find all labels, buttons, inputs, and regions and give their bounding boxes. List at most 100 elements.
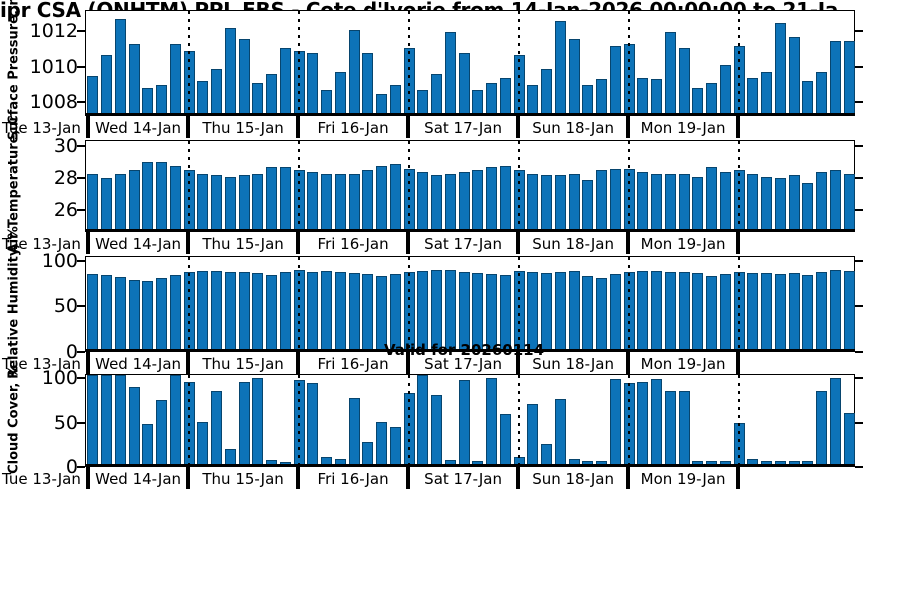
bar — [101, 54, 113, 113]
subplot-surface-pressure — [85, 10, 855, 116]
bar — [197, 422, 209, 464]
bar — [486, 167, 498, 229]
x-tick-mark — [736, 352, 741, 374]
x-tick-label-day: Mon 19-Jan — [640, 470, 726, 488]
x-tick-mark — [406, 232, 411, 254]
bar — [609, 45, 621, 113]
x-tick-label-day: Thu 15-Jan — [202, 470, 284, 488]
bar — [788, 175, 800, 229]
bar — [843, 271, 855, 349]
bar — [596, 277, 608, 349]
x-tick-label-start: Tue 13-Jan — [2, 355, 81, 373]
bar — [279, 462, 291, 464]
bar — [238, 381, 250, 464]
bar — [761, 460, 773, 464]
bar — [362, 274, 374, 349]
y-tick-mark-left — [77, 305, 85, 308]
bar — [678, 47, 690, 113]
bar — [541, 273, 553, 349]
bar — [609, 168, 621, 229]
bar — [802, 460, 814, 464]
bar — [114, 276, 126, 349]
bar — [197, 271, 209, 349]
bar — [376, 422, 388, 464]
bar — [568, 271, 580, 349]
bar — [417, 271, 429, 349]
x-tick-label-day: Thu 15-Jan — [202, 355, 284, 373]
y-axis-label-cloud-cover: Cloud Cover, % — [6, 364, 22, 474]
bar — [362, 441, 374, 464]
day-boundary-dotted-line — [188, 257, 191, 350]
bar — [609, 274, 621, 349]
y-tick-label: 30 — [53, 135, 78, 158]
bar — [692, 88, 704, 113]
day-boundary-dotted-line — [628, 11, 631, 114]
y-tick-label: 1008 — [29, 90, 78, 113]
bar — [101, 178, 113, 229]
bar — [211, 68, 223, 113]
bar — [472, 461, 484, 464]
bar — [389, 84, 401, 113]
day-boundary-dotted-line — [738, 257, 741, 350]
y-tick-mark-left — [77, 466, 85, 468]
y-tick-label: 28 — [53, 167, 78, 190]
y-tick-mark-right — [855, 177, 863, 180]
y-tick-mark-left — [77, 259, 85, 262]
bar — [637, 381, 649, 464]
bar — [197, 173, 209, 229]
x-tick-mark — [626, 352, 631, 374]
bar — [114, 173, 126, 229]
bar — [678, 173, 690, 229]
x-tick-mark — [516, 116, 521, 138]
x-tick-label-day: Wed 14-Jan — [95, 235, 182, 253]
bar — [128, 170, 140, 229]
day-boundary-dotted-line — [628, 375, 631, 465]
bar — [376, 165, 388, 229]
y-tick-label: 0 — [65, 341, 78, 363]
day-boundary-dotted-line — [518, 11, 521, 114]
bar — [788, 273, 800, 349]
y-tick-mark-left — [77, 100, 85, 103]
bar — [829, 270, 841, 349]
x-tick-label-day: Sat 17-Jan — [424, 119, 503, 137]
y-tick-label: 100 — [41, 367, 78, 390]
y-tick-label: 100 — [41, 249, 78, 272]
y-tick-mark-right — [855, 208, 863, 211]
bar — [238, 175, 250, 229]
bar — [101, 274, 113, 349]
bar — [458, 272, 470, 349]
y-tick-label: 1010 — [29, 55, 78, 78]
bar — [321, 456, 333, 464]
bar — [761, 72, 773, 113]
bar — [156, 162, 168, 229]
bar — [816, 391, 828, 464]
bar — [651, 271, 663, 349]
bar — [224, 28, 236, 113]
bar — [829, 170, 841, 229]
bar — [802, 81, 814, 113]
bar — [706, 275, 718, 349]
bar — [582, 84, 594, 113]
x-tick-mark — [626, 467, 631, 489]
bar — [692, 176, 704, 229]
bar — [609, 379, 621, 464]
bar — [486, 378, 498, 464]
y-tick-mark-left — [77, 30, 85, 33]
bar — [252, 83, 264, 113]
y-tick-label: 26 — [53, 198, 78, 221]
x-tick-mark — [186, 232, 191, 254]
x-tick-mark — [86, 116, 90, 138]
y-tick-mark-left — [77, 351, 85, 353]
x-tick-mark — [186, 352, 191, 374]
x-tick-label-day: Fri 16-Jan — [317, 470, 389, 488]
bar — [568, 173, 580, 229]
bar — [334, 72, 346, 113]
bar — [527, 272, 539, 349]
day-boundary-dotted-line — [408, 141, 411, 230]
bar — [169, 375, 181, 464]
bar — [651, 379, 663, 464]
x-tick-label-day: Mon 19-Jan — [640, 119, 726, 137]
subplot-air-temperature — [85, 140, 855, 232]
bar — [678, 390, 690, 464]
bar — [761, 273, 773, 349]
